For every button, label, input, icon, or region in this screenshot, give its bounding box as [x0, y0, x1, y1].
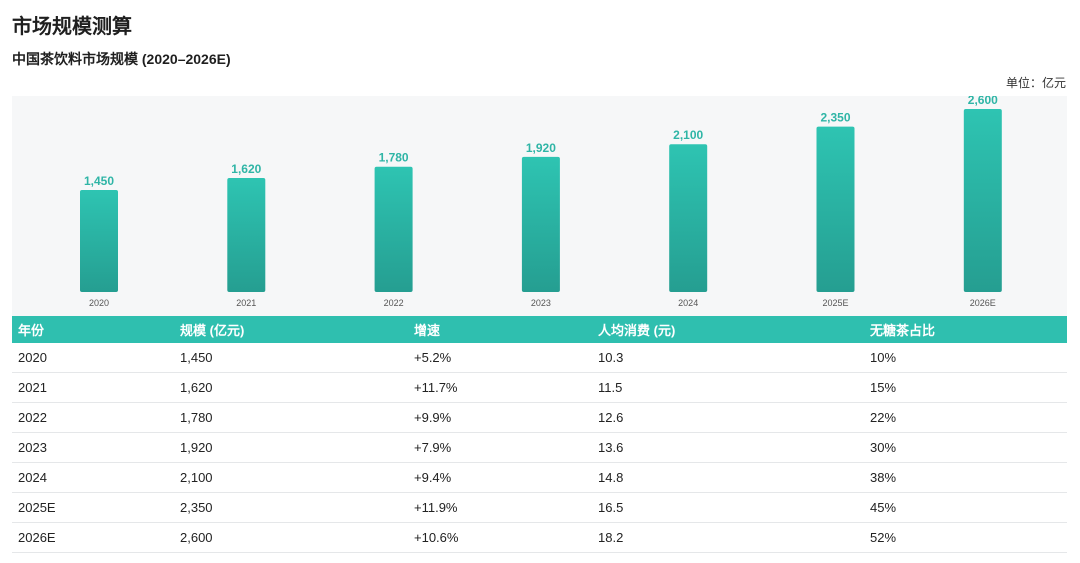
table-cell-year: 2022	[12, 402, 174, 433]
page-title: 市场规模测算	[12, 16, 132, 38]
x-tick-label: 2026E	[970, 298, 996, 308]
bar-value-label: 2,600	[968, 96, 998, 107]
bar-2024	[669, 144, 708, 292]
table-header-year: 年份	[12, 316, 174, 343]
bar-2022	[374, 166, 413, 292]
table-cell-year: 2026E	[12, 522, 174, 553]
table-row: 2023 1,920 +7.9% 13.6 30%	[12, 432, 1067, 463]
market-size-table: 年份 规模 (亿元) 增速 人均消费 (元) 无糖茶占比 2020 1,450 …	[12, 316, 1067, 553]
x-tick-label: 2025E	[822, 298, 848, 308]
chart-title: 中国茶饮料市场规模 (2020–2026E)	[12, 51, 231, 67]
table-header-sugar-free-share: 无糖茶占比	[864, 316, 1067, 343]
unit-label: 单位：亿元	[1005, 76, 1066, 90]
table-cell-growth: +7.9%	[408, 432, 592, 463]
bar-2023	[521, 156, 560, 292]
table-cell-per-capita: 13.6	[592, 432, 864, 463]
table-cell-growth: +5.2%	[408, 343, 592, 373]
x-tick-label: 2021	[236, 298, 256, 308]
table-cell-size: 1,920	[174, 432, 408, 463]
table-cell-growth: +11.7%	[408, 372, 592, 403]
table-cell-per-capita: 14.8	[592, 462, 864, 493]
table-row: 2022 1,780 +9.9% 12.6 22%	[12, 402, 1067, 433]
table-row: 2026E 2,600 +10.6% 18.2 52%	[12, 522, 1067, 553]
table-header-growth: 增速	[408, 316, 592, 343]
table-header-per-capita: 人均消费 (元)	[592, 316, 864, 343]
x-tick-label: 2020	[89, 298, 109, 308]
table-cell-size: 2,350	[174, 492, 408, 523]
table-cell-growth: +10.6%	[408, 522, 592, 553]
table-row: 2021 1,620 +11.7% 11.5 15%	[12, 372, 1067, 403]
table-cell-per-capita: 12.6	[592, 402, 864, 433]
bar-value-label: 1,620	[231, 162, 261, 176]
bar-value-label: 2,350	[820, 111, 850, 125]
table-cell-per-capita: 10.3	[592, 343, 864, 373]
table-row: 2024 2,100 +9.4% 14.8 38%	[12, 462, 1067, 493]
table-cell-year: 2021	[12, 372, 174, 403]
table-cell-year: 2024	[12, 462, 174, 493]
table-cell-sugar-free-share: 30%	[864, 432, 1067, 463]
table-row: 2020 1,450 +5.2% 10.3 10%	[12, 343, 1067, 373]
bar-2020	[80, 190, 118, 292]
table-cell-size: 2,600	[174, 522, 408, 553]
table-cell-year: 2020	[12, 343, 174, 373]
table-cell-growth: +9.9%	[408, 402, 592, 433]
table-cell-sugar-free-share: 15%	[864, 372, 1067, 403]
table-cell-size: 2,100	[174, 462, 408, 493]
x-tick-label: 2022	[384, 298, 404, 308]
table-cell-year: 2023	[12, 432, 174, 463]
table-row: 2025E 2,350 +11.9% 16.5 45%	[12, 492, 1067, 523]
bar-chart: 1,450 2020 1,620 2021 1,780 2022 1,920 2023 2,10…	[12, 96, 1067, 316]
table-header-size: 规模 (亿元)	[174, 316, 408, 343]
table-cell-sugar-free-share: 52%	[864, 522, 1067, 553]
table-cell-sugar-free-share: 38%	[864, 462, 1067, 493]
x-tick-label: 2024	[678, 298, 698, 308]
table-cell-sugar-free-share: 45%	[864, 492, 1067, 523]
bar-2026E	[963, 109, 1002, 292]
bar-value-label: 2,100	[673, 128, 703, 142]
bar-value-label: 1,920	[526, 141, 556, 155]
table-cell-sugar-free-share: 10%	[864, 343, 1067, 373]
table-cell-per-capita: 11.5	[592, 372, 864, 403]
table-cell-growth: +11.9%	[408, 492, 592, 523]
table-cell-year: 2025E	[12, 492, 174, 523]
bar-chart-svg: 1,450 2020 1,620 2021 1,780 2022 1,920 2023 2,10…	[80, 96, 1002, 308]
bar-value-label: 1,450	[84, 174, 114, 188]
table-cell-size: 1,450	[174, 343, 408, 373]
bar-2025E	[816, 126, 855, 292]
table-cell-sugar-free-share: 22%	[864, 402, 1067, 433]
table-cell-size: 1,780	[174, 402, 408, 433]
table-header-row: 年份 规模 (亿元) 增速 人均消费 (元) 无糖茶占比	[12, 316, 1067, 343]
table-cell-growth: +9.4%	[408, 462, 592, 493]
bar-2021	[227, 178, 266, 292]
bar-value-label: 1,780	[379, 151, 409, 165]
table-cell-per-capita: 16.5	[592, 492, 864, 523]
table-cell-per-capita: 18.2	[592, 522, 864, 553]
table-cell-size: 1,620	[174, 372, 408, 403]
x-tick-label: 2023	[531, 298, 551, 308]
